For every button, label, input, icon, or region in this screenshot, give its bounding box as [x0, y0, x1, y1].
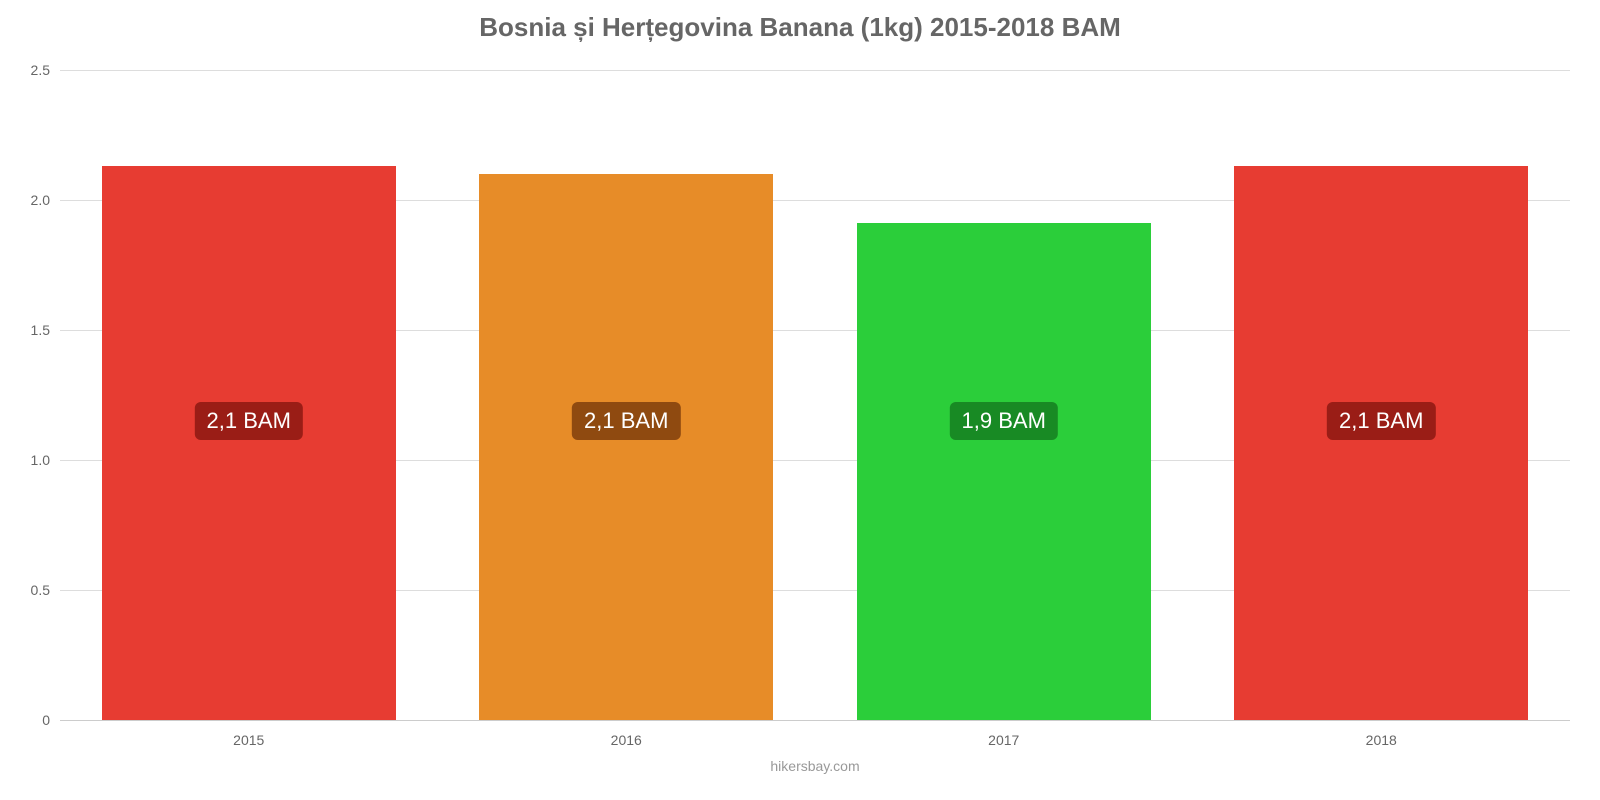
bar: 2,1 BAM	[102, 166, 396, 720]
x-tick-label: 2016	[611, 720, 642, 748]
baseline	[60, 720, 1570, 721]
y-tick-label: 2.5	[31, 62, 60, 78]
plot-area: hikersbay.com 00.51.01.52.02.520152,1 BA…	[60, 70, 1570, 720]
source-label: hikersbay.com	[60, 720, 1570, 774]
bar-value-label: 2,1 BAM	[1327, 402, 1435, 440]
y-tick-label: 2.0	[31, 192, 60, 208]
chart-container: Bosnia și Herțegovina Banana (1kg) 2015-…	[0, 0, 1600, 800]
y-tick-label: 0.5	[31, 582, 60, 598]
y-tick-label: 1.0	[31, 452, 60, 468]
chart-title: Bosnia și Herțegovina Banana (1kg) 2015-…	[0, 12, 1600, 43]
bar-value-label: 2,1 BAM	[195, 402, 303, 440]
gridline	[60, 70, 1570, 71]
bar: 2,1 BAM	[479, 174, 773, 720]
bar: 2,1 BAM	[1234, 166, 1528, 720]
x-tick-label: 2017	[988, 720, 1019, 748]
y-tick-label: 1.5	[31, 322, 60, 338]
bar-value-label: 1,9 BAM	[950, 402, 1058, 440]
x-tick-label: 2015	[233, 720, 264, 748]
bar-value-label: 2,1 BAM	[572, 402, 680, 440]
bar: 1,9 BAM	[857, 223, 1151, 720]
x-tick-label: 2018	[1366, 720, 1397, 748]
y-tick-label: 0	[42, 712, 60, 728]
